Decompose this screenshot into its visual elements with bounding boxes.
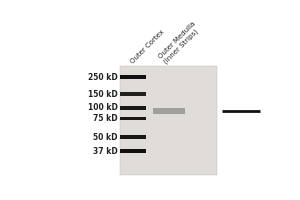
Bar (120, 117, 146, 120)
Text: 37 kD: 37 kD (93, 147, 118, 156)
Bar (120, 66, 217, 175)
Text: Outer Cortex: Outer Cortex (130, 29, 166, 65)
Text: 250 kD: 250 kD (88, 73, 118, 82)
Text: 75 kD: 75 kD (93, 114, 118, 123)
Bar (120, 106, 146, 110)
Text: Outer Medulla
(Inner Strips): Outer Medulla (Inner Strips) (157, 20, 202, 65)
Bar (120, 75, 146, 79)
Text: 100 kD: 100 kD (88, 103, 118, 112)
Bar (120, 149, 146, 153)
Text: 50 kD: 50 kD (93, 133, 118, 142)
Text: 150 kD: 150 kD (88, 90, 118, 99)
Bar (153, 108, 185, 114)
Bar (120, 92, 146, 96)
Bar (120, 135, 146, 139)
